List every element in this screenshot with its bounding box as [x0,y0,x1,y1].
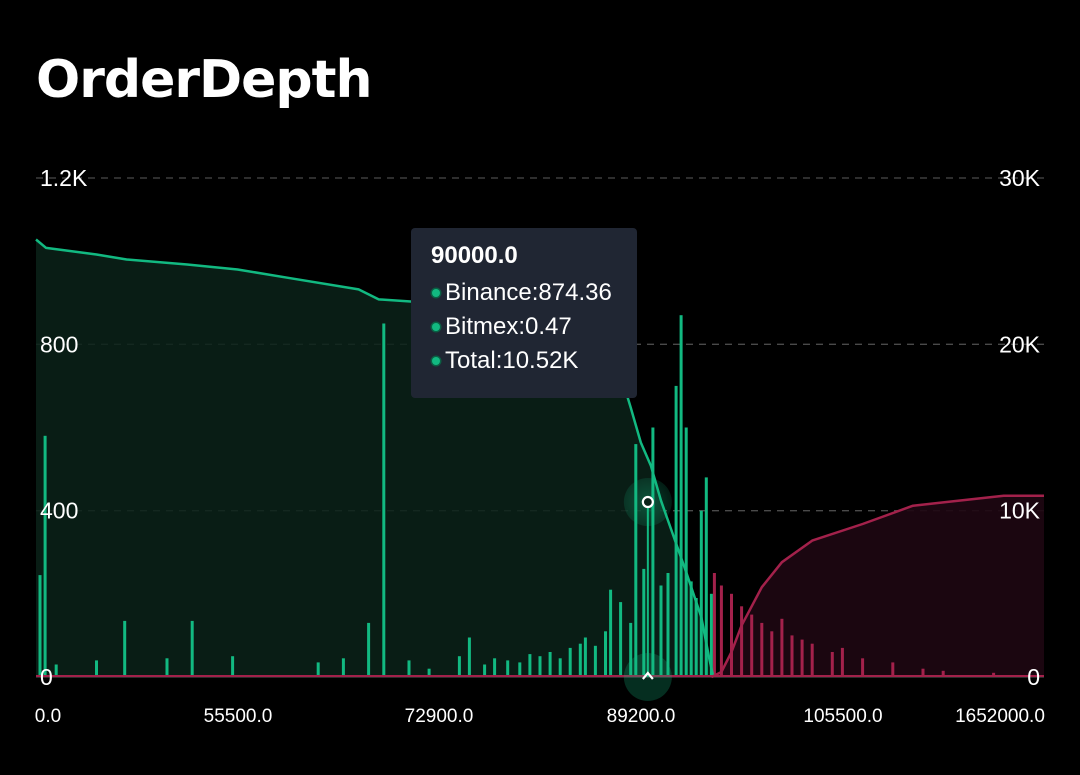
ask-bar [840,647,844,677]
ask-area-fill [711,495,1044,677]
ask-depth-area [711,495,1044,677]
ask-bar [712,573,716,677]
ask-bar [740,606,744,677]
ask-bar [861,658,865,677]
x-tick-label: 105500.0 [803,706,882,727]
highlight-marker [623,478,672,701]
highlight-point [641,495,654,509]
bid-bar [538,656,542,677]
ask-bar [992,672,996,677]
bid-bar [699,510,703,677]
bid-bar [568,647,572,677]
green-dot-icon [432,357,440,365]
bid-bar [518,662,522,677]
x-axis-ticks: 0.0 55500.0 72900.0 89200.0 105500.0 1652000.… [35,706,1045,727]
tooltip-row-total: Total:10.52K [431,344,617,378]
bid-bar [629,622,633,677]
bid-bar [95,660,98,677]
ask-bar [891,662,895,677]
bid-bar [123,620,127,677]
x-tick-label: 55500.0 [204,706,273,727]
x-tick-label: 72900.0 [405,706,474,727]
bid-bar [689,581,693,677]
bid-bar [367,622,371,677]
tooltip-title: 90000.0 [431,242,518,269]
bid-bar [506,660,510,677]
tooltip-total-label: Total:10.52K [445,347,579,374]
bid-bar [528,654,532,677]
bid-bar [709,593,713,677]
bid-bar [704,477,708,677]
bid-bar [583,637,587,677]
bid-bar [493,658,497,677]
axis-handle-glow [623,653,672,701]
bid-bar [666,573,670,677]
bid-bar [407,660,411,677]
bid-bar [341,658,345,677]
y-right-tick-label: 10K [999,498,1041,524]
bid-bar [38,575,42,677]
bid-bar [609,589,613,677]
bid-bar [548,652,552,677]
tooltip-bitmex-label: Bitmex:0.47 [445,313,572,340]
y-left-tick-label: 1.2K [40,165,88,191]
ask-bar [760,622,764,677]
page-title: OrderDepth [36,50,373,110]
y-left-tick-label: 800 [40,331,78,357]
bid-bar [674,385,678,677]
y-left-tick-label: 0 [40,664,53,690]
bid-bar [642,568,646,677]
bid-bar [634,444,638,677]
bid-bar [43,435,47,677]
bid-bar [659,585,663,677]
green-dot-icon [432,289,440,297]
ask-bar [730,593,733,677]
tooltip-row-bitmex: Bitmex:0.47 [431,310,617,344]
ask-bar [750,614,754,677]
tooltip-row-binance: Binance:874.36 [431,276,617,310]
ask-bar [830,652,834,677]
tooltip-binance-label: Binance:874.36 [445,279,612,306]
y-left-tick-label: 400 [40,498,78,524]
y-right-tick-label: 30K [999,165,1041,191]
bid-bar [684,427,688,677]
bid-bar [651,427,655,677]
bid-bar [190,620,194,677]
ask-bar [770,631,774,677]
bid-bar [694,598,698,677]
ask-bar [941,670,945,677]
chevron-up-icon [642,671,654,680]
bid-bar [679,315,683,677]
ask-bar [790,635,794,677]
x-tick-label: 1652000.0 [955,706,1045,727]
bid-bar [604,631,607,677]
bid-bar [54,664,58,677]
ask-bar [780,618,784,677]
y-axis-ticks: 0 400 800 1.2K 0 10K 20K 30K [40,165,1041,690]
bid-bar [457,656,461,677]
x-tick-label: 0.0 [35,706,61,727]
ask-bar [800,639,804,677]
bid-bar [578,643,582,677]
bid-bar [467,637,471,677]
bid-bar [483,664,487,677]
bid-bar [316,662,320,677]
y-right-tick-label: 0 [1027,664,1040,690]
green-dot-icon [432,323,440,331]
bid-bar [558,658,562,677]
ask-bar [921,668,925,677]
bid-bar [382,323,386,677]
bid-bar [427,668,431,677]
ask-depth-line [710,494,1044,679]
ask-bar [719,585,723,677]
bid-bar [165,658,169,677]
bid-bar [619,602,623,677]
bid-bar [593,645,597,677]
bid-bar [231,656,235,677]
ask-bar [810,643,814,677]
y-right-tick-label: 20K [999,331,1041,357]
x-tick-label: 89200.0 [607,706,676,727]
tooltip: 90000.0 Binance:874.36 Bitmex:0.47 Total… [411,228,637,398]
volume-bars [38,315,996,677]
